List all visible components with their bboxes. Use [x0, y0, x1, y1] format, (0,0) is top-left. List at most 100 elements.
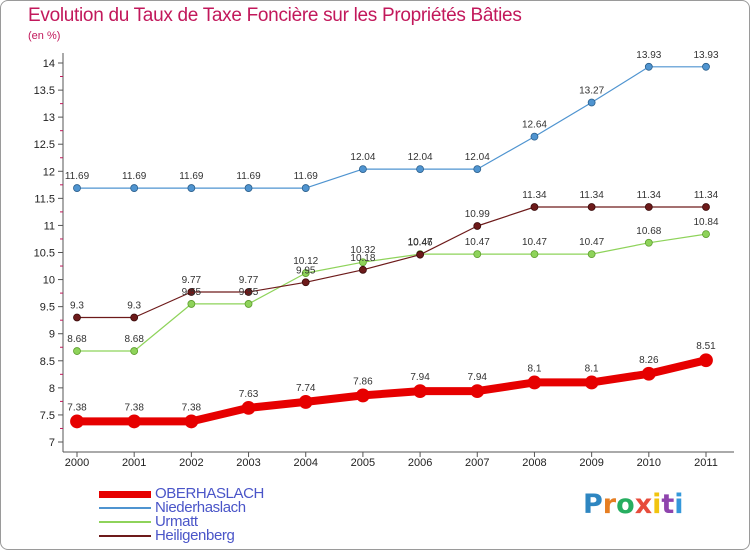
- data-point-niederhaslach: [73, 184, 81, 192]
- y-tick-label: 14: [43, 58, 55, 70]
- legend-swatch: [99, 507, 151, 509]
- legend-label: Niederhaslach: [155, 499, 246, 516]
- y-tick-label: 8: [49, 383, 55, 395]
- data-label-oberhaslach: 7.94: [410, 372, 430, 383]
- data-label-oberhaslach: 7.38: [182, 402, 202, 413]
- data-label-niederhaslach: 11.69: [122, 171, 147, 182]
- data-point-niederhaslach: [187, 184, 196, 192]
- data-label-heiligenberg: 11.34: [579, 190, 604, 201]
- data-point-niederhaslach: [130, 184, 139, 192]
- data-point-oberhaslach: [184, 414, 199, 429]
- x-tick-label: 2007: [465, 457, 489, 469]
- data-point-urmatt: [244, 300, 253, 308]
- data-label-urmatt: 10.47: [579, 237, 604, 248]
- data-point-niederhaslach: [244, 184, 253, 192]
- x-tick-label: 2010: [637, 457, 661, 469]
- data-label-urmatt: 10.68: [636, 226, 661, 237]
- data-label-oberhaslach: 8.1: [528, 363, 542, 374]
- data-point-heiligenberg: [702, 203, 710, 211]
- data-label-heiligenberg: 10.18: [350, 253, 375, 264]
- logo-letter: i: [674, 489, 684, 520]
- x-tick-label: 2001: [122, 457, 146, 469]
- data-point-oberhaslach: [127, 414, 142, 429]
- data-label-oberhaslach: 7.74: [296, 383, 316, 394]
- data-point-niederhaslach: [644, 62, 653, 71]
- y-tick-label: 12: [43, 166, 55, 178]
- data-label-niederhaslach: 12.04: [465, 152, 490, 163]
- y-tick-label: 13: [43, 112, 55, 124]
- data-label-urmatt: 10.84: [693, 217, 718, 228]
- data-point-oberhaslach: [584, 375, 599, 390]
- data-label-heiligenberg: 11.34: [522, 190, 547, 201]
- data-label-niederhaslach: 11.69: [236, 171, 261, 182]
- series-line-heiligenberg: [76, 206, 707, 319]
- y-tick-label: 10.5: [34, 248, 55, 260]
- data-label-oberhaslach: 7.38: [124, 402, 144, 413]
- data-point-niederhaslach: [702, 62, 710, 71]
- logo-letter: t: [661, 489, 675, 520]
- series-layer: [70, 62, 713, 429]
- y-tick-label: 11: [44, 220, 55, 232]
- y-tick-label: 8.5: [40, 356, 55, 368]
- x-tick-label: 2003: [236, 457, 260, 469]
- data-point-heiligenberg: [587, 203, 596, 211]
- data-label-niederhaslach: 13.93: [636, 50, 661, 61]
- data-point-heiligenberg: [301, 278, 310, 287]
- x-tick-label: 2005: [351, 457, 375, 469]
- y-tick-label: 9.5: [40, 302, 55, 314]
- logo-letter: r: [602, 489, 617, 520]
- data-label-niederhaslach: 13.93: [693, 50, 718, 61]
- data-label-heiligenberg: 10.99: [465, 209, 490, 220]
- y-tick-label: 7.5: [40, 410, 55, 422]
- data-point-oberhaslach: [527, 375, 542, 390]
- data-point-urmatt: [702, 230, 710, 238]
- data-point-heiligenberg: [359, 265, 367, 274]
- x-tick-label: 2011: [694, 457, 718, 469]
- data-label-oberhaslach: 7.86: [353, 376, 373, 387]
- data-point-urmatt: [530, 250, 539, 259]
- series-line-oberhaslach: [73, 356, 710, 426]
- legend-label: OBERHASLACH: [155, 485, 264, 502]
- x-tick-label: 2006: [408, 457, 432, 469]
- data-label-oberhaslach: 7.63: [239, 389, 259, 400]
- data-point-oberhaslach: [641, 366, 656, 381]
- data-label-urmatt: 10.47: [465, 237, 490, 248]
- data-point-niederhaslach: [530, 132, 539, 141]
- data-point-urmatt: [73, 347, 81, 355]
- x-tick-label: 2004: [293, 457, 317, 469]
- data-point-heiligenberg: [530, 203, 539, 211]
- data-label-heiligenberg: 9.95: [296, 265, 316, 276]
- data-label-heiligenberg: 9.3: [70, 300, 84, 311]
- data-label-urmatt: 9.55: [239, 287, 259, 298]
- data-point-heiligenberg: [416, 250, 424, 259]
- data-point-niederhaslach: [301, 184, 310, 192]
- data-label-urmatt: 8.68: [67, 334, 87, 345]
- data-point-heiligenberg: [187, 288, 196, 296]
- logo-letter: i: [652, 489, 662, 520]
- data-point-urmatt: [473, 250, 482, 259]
- data-label-heiligenberg: 11.34: [694, 190, 719, 201]
- data-label-heiligenberg: 11.34: [637, 190, 662, 201]
- data-label-niederhaslach: 11.69: [179, 171, 204, 182]
- data-point-oberhaslach: [298, 395, 313, 409]
- legend-label: Heiligenberg: [155, 527, 235, 544]
- data-point-oberhaslach: [70, 414, 84, 429]
- data-label-niederhaslach: 11.69: [65, 171, 90, 182]
- data-label-heiligenberg: 10.46: [408, 238, 433, 249]
- data-point-urmatt: [359, 258, 367, 267]
- y-tick-label: 9: [49, 329, 55, 341]
- data-label-niederhaslach: 12.04: [350, 152, 375, 163]
- data-point-heiligenberg: [644, 203, 653, 211]
- data-point-heiligenberg: [130, 313, 139, 322]
- data-label-urmatt: 8.68: [124, 334, 144, 345]
- data-label-oberhaslach: 8.26: [639, 355, 659, 366]
- series-line-niederhaslach: [76, 66, 707, 189]
- data-label-oberhaslach: 7.94: [468, 372, 488, 383]
- logo-letter: P: [583, 489, 603, 520]
- data-point-urmatt: [301, 269, 310, 277]
- logo-letter: x: [634, 489, 653, 520]
- data-point-urmatt: [187, 300, 196, 308]
- data-point-urmatt: [644, 238, 653, 247]
